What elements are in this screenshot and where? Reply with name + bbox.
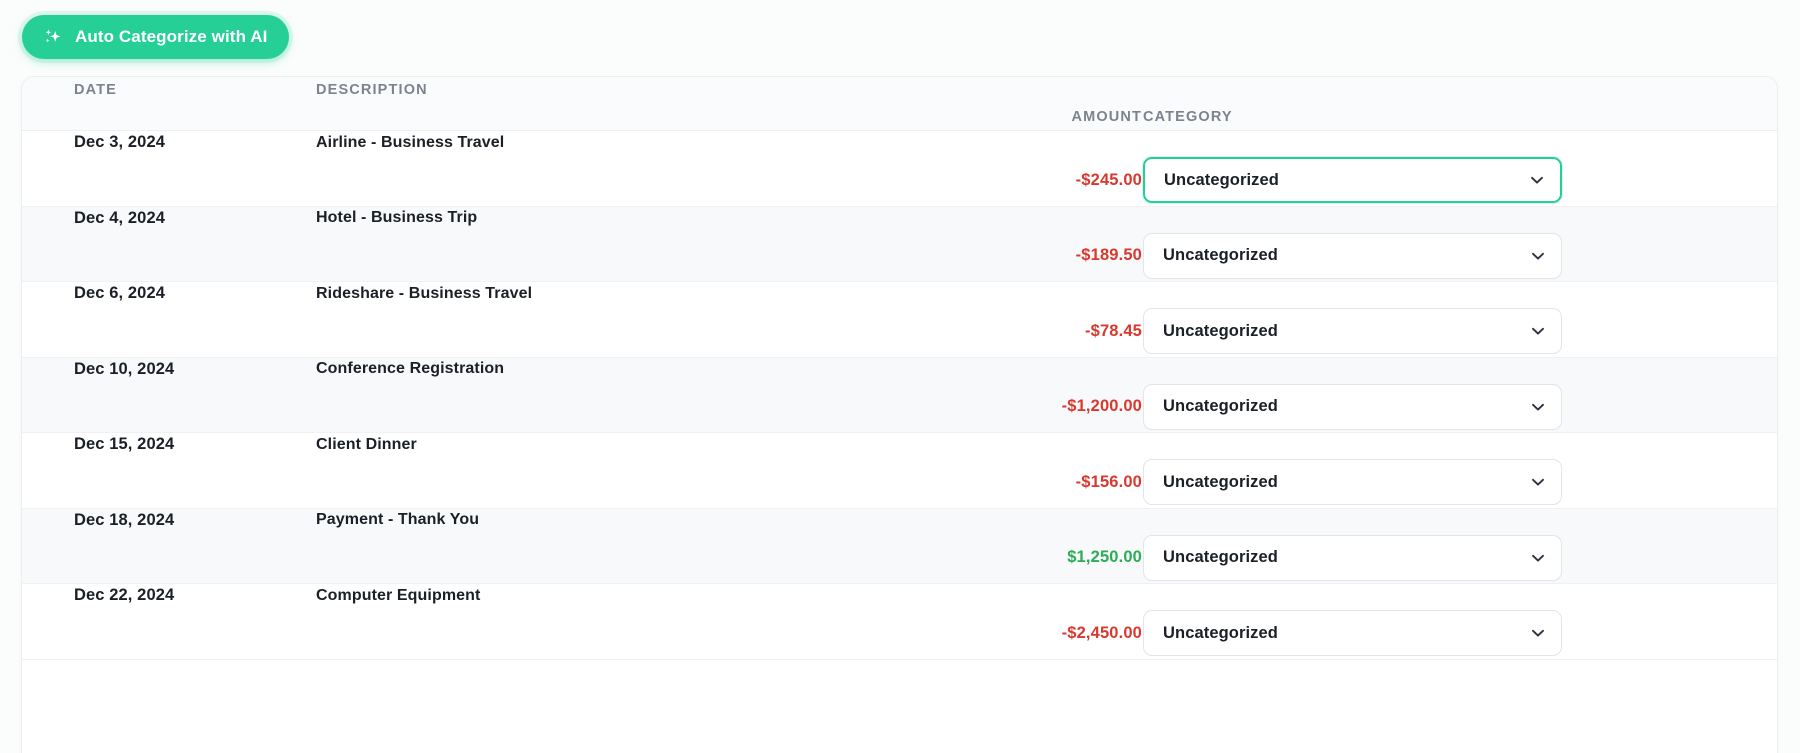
transactions-table-card: DATE DESCRIPTION AMOUNT CATEGORY Dec 3, … (21, 76, 1778, 753)
category-select-value: Uncategorized (1163, 623, 1278, 642)
sparkle-icon (42, 26, 64, 48)
cell-date: Dec 6, 2024 (74, 284, 166, 303)
cell-category: Uncategorized (1142, 232, 1739, 279)
cell-category: Uncategorized (1142, 534, 1739, 581)
category-select[interactable]: Uncategorized (1143, 383, 1562, 430)
cell-category: Uncategorized (1142, 308, 1739, 355)
cell-description: Payment - Thank You (316, 511, 480, 529)
category-select-value: Uncategorized (1163, 321, 1278, 340)
cell-description: Computer Equipment (316, 586, 481, 604)
cell-date: Dec 15, 2024 (74, 435, 175, 454)
cell-description: Client Dinner (316, 435, 417, 453)
cell-category: Uncategorized (1142, 383, 1739, 430)
cell-description: Hotel - Business Trip (316, 209, 478, 227)
column-header-description: DESCRIPTION (316, 82, 428, 99)
cell-description: Airline - Business Travel (316, 133, 505, 151)
column-header-amount: AMOUNT (1071, 108, 1142, 125)
auto-categorize-with-ai-button[interactable]: Auto Categorize with AI (22, 15, 290, 59)
category-select-value: Uncategorized (1164, 170, 1279, 189)
category-select[interactable]: Uncategorized (1143, 459, 1562, 506)
table-row: Dec 10, 2024 Conference Registration -$1,2… (22, 357, 1777, 433)
transactions-table-body: Dec 3, 2024 Airline - Business Travel -$24… (22, 131, 1777, 660)
category-select-value: Uncategorized (1163, 397, 1278, 416)
cell-amount: -$2,450.00 (1061, 623, 1142, 642)
cell-date: Dec 4, 2024 (74, 208, 166, 227)
cell-date: Dec 18, 2024 (74, 510, 175, 529)
ai-toolbar: Auto Categorize with AI (22, 15, 290, 59)
cell-category: Uncategorized (1142, 610, 1739, 657)
cell-date: Dec 3, 2024 (74, 133, 166, 152)
category-select[interactable]: Uncategorized (1143, 232, 1562, 279)
table-row: Dec 4, 2024 Hotel - Business Trip -$189.50… (22, 206, 1777, 282)
chevron-down-icon (1529, 322, 1547, 340)
cell-amount: -$78.45 (1084, 321, 1142, 340)
cell-description: Rideshare - Business Travel (316, 284, 533, 302)
table-row: Dec 3, 2024 Airline - Business Travel -$24… (22, 131, 1777, 207)
table-row: Dec 22, 2024 Computer Equipment -$2,450.00… (22, 584, 1777, 660)
cell-amount: $1,250.00 (1067, 548, 1142, 567)
category-select[interactable]: Uncategorized (1143, 610, 1562, 657)
chevron-down-icon (1528, 171, 1546, 189)
chevron-down-icon (1529, 549, 1547, 567)
cell-amount: -$1,200.00 (1061, 397, 1142, 416)
column-header-date: DATE (74, 82, 117, 99)
table-row: Dec 15, 2024 Client Dinner -$156.00 Uncateg… (22, 433, 1777, 509)
chevron-down-icon (1529, 473, 1547, 491)
cell-date: Dec 22, 2024 (74, 586, 175, 605)
cell-description: Conference Registration (316, 360, 505, 378)
table-row: Dec 18, 2024 Payment - Thank You $1,250.00… (22, 508, 1777, 584)
category-select-value: Uncategorized (1163, 472, 1278, 491)
chevron-down-icon (1529, 247, 1547, 265)
table-row: Dec 6, 2024 Rideshare - Business Travel -$… (22, 282, 1777, 358)
category-select-value: Uncategorized (1163, 246, 1278, 265)
table-header-row: DATE DESCRIPTION AMOUNT CATEGORY (22, 77, 1777, 131)
cell-amount: -$189.50 (1075, 246, 1142, 265)
auto-categorize-with-ai-button-label: Auto Categorize with AI (75, 27, 268, 46)
cell-date: Dec 10, 2024 (74, 359, 175, 378)
chevron-down-icon (1529, 398, 1547, 416)
cell-amount: -$156.00 (1075, 472, 1142, 491)
category-select[interactable]: Uncategorized (1143, 157, 1562, 204)
chevron-down-icon (1529, 624, 1547, 642)
column-header-category: CATEGORY (1143, 108, 1233, 125)
cell-category: Uncategorized (1142, 157, 1739, 204)
category-select-value: Uncategorized (1163, 548, 1278, 567)
cell-amount: -$245.00 (1075, 170, 1142, 189)
category-select[interactable]: Uncategorized (1143, 308, 1562, 355)
cell-category: Uncategorized (1142, 459, 1739, 506)
category-select[interactable]: Uncategorized (1143, 534, 1562, 581)
